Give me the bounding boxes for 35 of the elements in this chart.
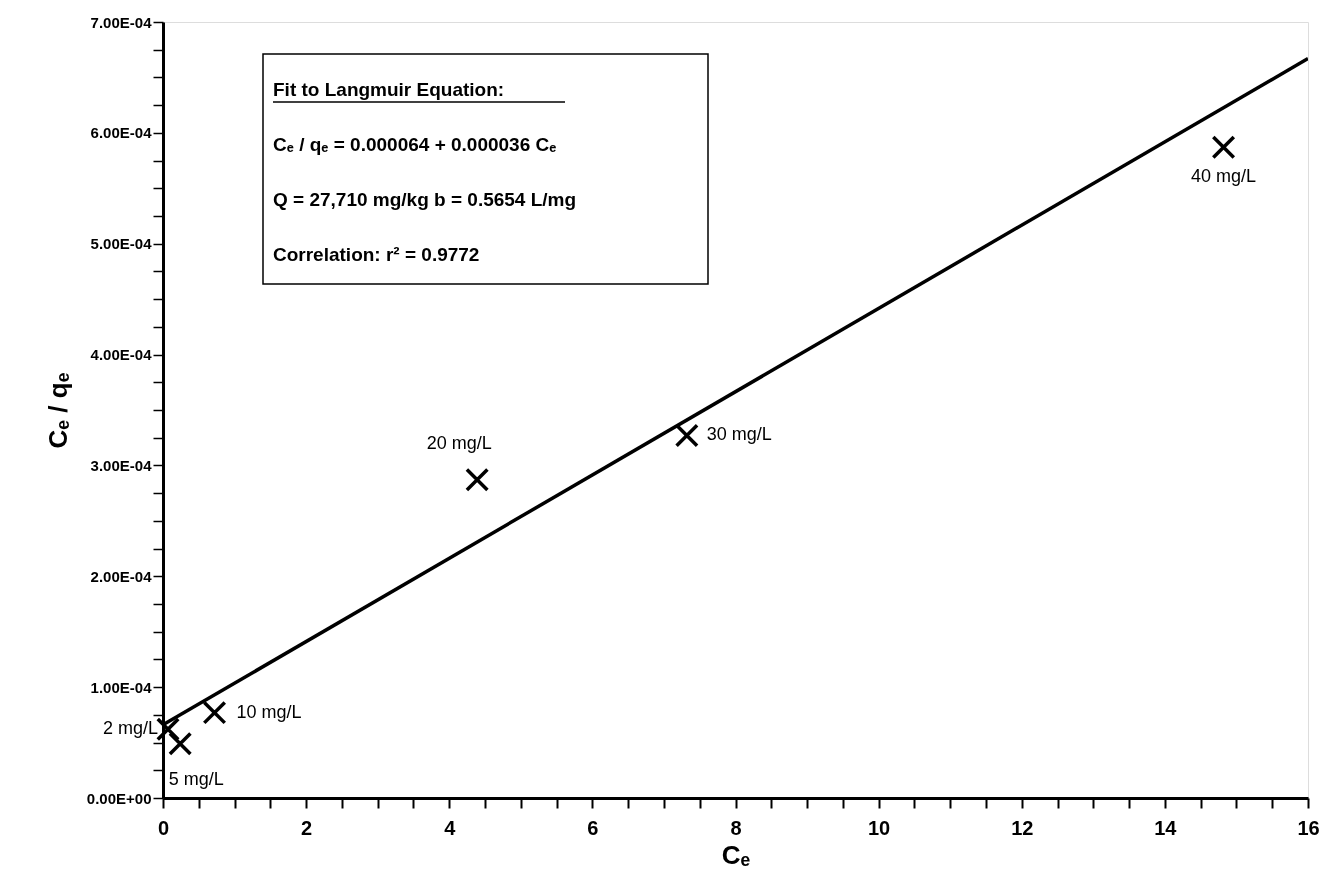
y-tick-label: 2.00E-04 (90, 567, 153, 585)
point (202, 700, 227, 725)
point (156, 717, 181, 742)
annotation: 40 mg/L (1191, 166, 1257, 187)
annotation: 30 mg/L (706, 424, 772, 445)
annotation: Q = 27,710 mg/kg b = 0.5654 L/mg (273, 189, 577, 210)
y-axis-title: Cₑ / qₑ (42, 372, 73, 449)
annotation: Correlation: r² = 0.9772 (273, 244, 480, 265)
x-tick-label: 14 (1154, 816, 1178, 839)
point (168, 731, 193, 756)
y-tick-label: 7.00E-04 (90, 13, 153, 31)
point (674, 423, 699, 448)
y-tick-label: 5.00E-04 (90, 235, 153, 253)
annotation: Cₑ / qₑ = 0.000064 + 0.000036 Cₑ (273, 134, 557, 155)
annotation: Fit to Langmuir Equation: (273, 79, 505, 100)
x-tick-label: 8 (730, 816, 742, 839)
y-tick-label: 4.00E-04 (90, 346, 153, 364)
x-tick-label: 0 (157, 816, 170, 839)
x-axis-title: Cₑ (721, 839, 751, 870)
x-tick-label: 16 (1297, 816, 1320, 839)
y-tick-label: 0.00E+00 (86, 789, 152, 807)
x-tick-label: 2 (301, 816, 313, 839)
annotation: 10 mg/L (236, 701, 302, 722)
point (465, 467, 490, 492)
x-tick-label: 6 (587, 816, 599, 839)
y-tick-label: 6.00E-04 (90, 124, 153, 142)
point (1211, 135, 1236, 160)
x-tick-label: 12 (1011, 816, 1034, 839)
annotation: 5 mg/L (168, 768, 224, 789)
x-tick-label: 4 (444, 816, 457, 839)
x-tick-label: 10 (868, 816, 891, 839)
annotation: 2 mg/L (102, 718, 159, 739)
annotation: 20 mg/L (426, 432, 492, 453)
y-tick-label: 3.00E-04 (90, 456, 153, 474)
y-tick-label: 1.00E-04 (90, 678, 153, 696)
